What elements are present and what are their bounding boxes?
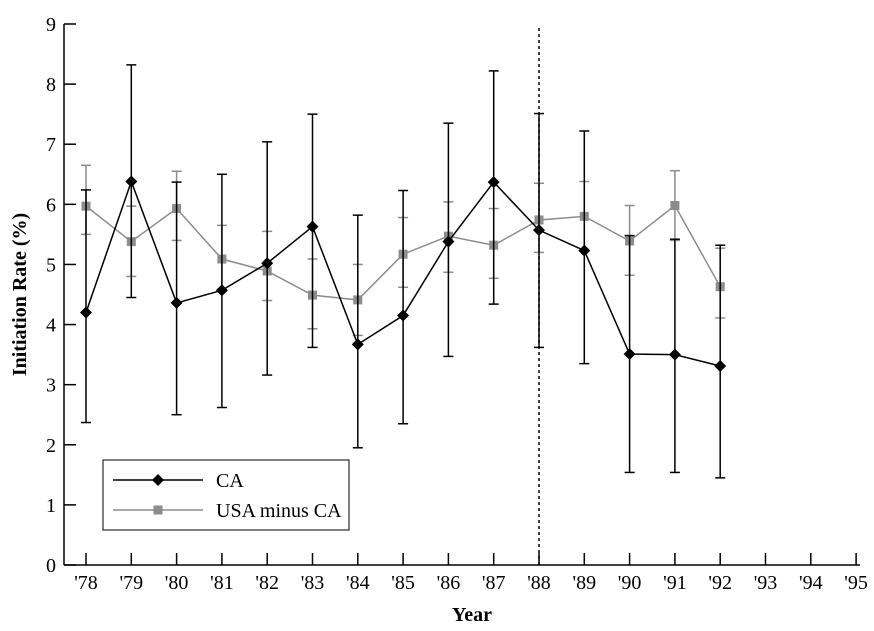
legend-box bbox=[102, 459, 350, 531]
y-tick-label: 7 bbox=[46, 134, 56, 156]
y-tick-label: 1 bbox=[46, 495, 56, 517]
data-point bbox=[578, 244, 591, 257]
x-tick-label: '92 bbox=[708, 572, 732, 594]
x-tick-label: '79 bbox=[119, 572, 143, 594]
data-point bbox=[215, 284, 228, 297]
data-point bbox=[306, 220, 319, 233]
x-tick-label: '87 bbox=[482, 572, 506, 594]
x-tick-label: '78 bbox=[74, 572, 98, 594]
x-tick-label: '91 bbox=[663, 572, 687, 594]
y-tick-label: 5 bbox=[46, 254, 56, 276]
y-tick-label: 9 bbox=[46, 14, 56, 36]
legend-label: CA bbox=[216, 470, 244, 492]
legend-label: USA minus CA bbox=[216, 500, 342, 522]
x-tick-label: '93 bbox=[754, 572, 778, 594]
y-tick-label: 3 bbox=[46, 375, 56, 397]
legend-marker bbox=[152, 474, 164, 486]
x-tick-label: '88 bbox=[527, 572, 551, 594]
data-point bbox=[623, 348, 636, 361]
legend-marker bbox=[153, 505, 163, 515]
y-tick-label: 2 bbox=[46, 435, 56, 457]
x-axis-title: Year bbox=[452, 604, 492, 626]
data-point bbox=[125, 175, 138, 188]
data-point bbox=[261, 257, 274, 270]
data-point bbox=[670, 201, 680, 211]
x-tick-label: '86 bbox=[437, 572, 461, 594]
data-point bbox=[533, 224, 545, 237]
data-point bbox=[80, 306, 92, 319]
data-point bbox=[714, 360, 727, 373]
x-tick-label: '81 bbox=[210, 572, 234, 594]
x-tick-label: '89 bbox=[572, 572, 596, 594]
y-tick-label: 6 bbox=[46, 194, 56, 216]
data-point bbox=[351, 338, 364, 351]
data-point bbox=[487, 176, 500, 189]
x-tick-label: '95 bbox=[844, 572, 868, 594]
x-tick-label: '83 bbox=[301, 572, 325, 594]
data-point bbox=[397, 309, 410, 322]
data-point bbox=[668, 348, 681, 361]
x-tick-label: '90 bbox=[618, 572, 642, 594]
y-axis-title: Initiation Rate (%) bbox=[9, 213, 31, 376]
data-point bbox=[170, 296, 183, 309]
y-tick-label: 4 bbox=[46, 315, 56, 337]
y-tick-label: 8 bbox=[46, 74, 56, 96]
data-point bbox=[442, 235, 455, 248]
x-tick-label: '85 bbox=[391, 572, 415, 594]
y-tick-label: 0 bbox=[46, 555, 56, 577]
x-tick-label: '80 bbox=[165, 572, 189, 594]
x-tick-label: '94 bbox=[799, 572, 823, 594]
x-tick-label: '84 bbox=[346, 572, 370, 594]
x-tick-label: '82 bbox=[255, 572, 279, 594]
